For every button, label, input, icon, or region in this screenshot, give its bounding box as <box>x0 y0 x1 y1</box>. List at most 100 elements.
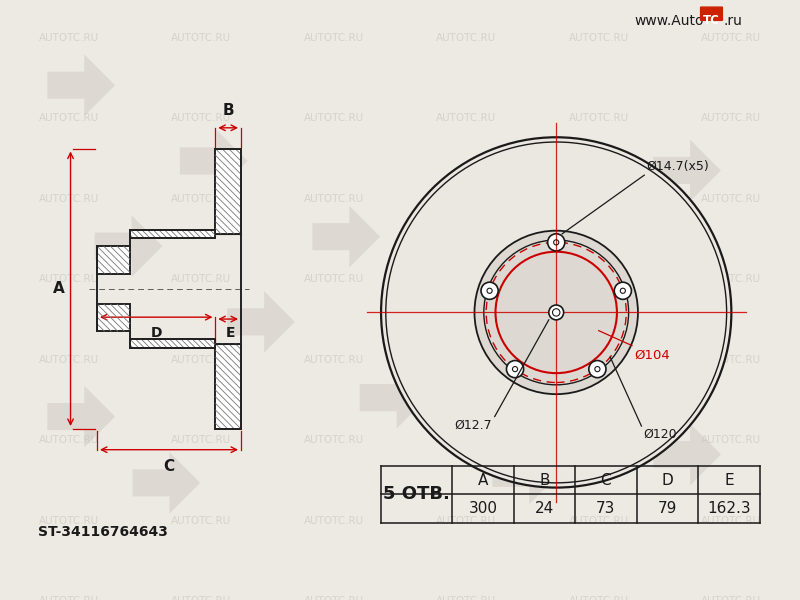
Text: AUTOTC.RU: AUTOTC.RU <box>436 194 496 204</box>
Text: AUTOTC.RU: AUTOTC.RU <box>304 194 364 204</box>
Text: ST-34116764643: ST-34116764643 <box>38 525 168 539</box>
Text: TC: TC <box>703 14 720 27</box>
Text: AUTOTC.RU: AUTOTC.RU <box>436 435 496 445</box>
Polygon shape <box>47 55 115 116</box>
Circle shape <box>474 230 638 394</box>
Text: AUTOTC.RU: AUTOTC.RU <box>38 596 98 600</box>
Text: 300: 300 <box>468 501 498 516</box>
Text: AUTOTC.RU: AUTOTC.RU <box>569 516 629 526</box>
Text: AUTOTC.RU: AUTOTC.RU <box>436 33 496 43</box>
Text: C: C <box>601 473 611 488</box>
Text: AUTOTC.RU: AUTOTC.RU <box>702 435 762 445</box>
Text: AUTOTC.RU: AUTOTC.RU <box>702 274 762 284</box>
Text: AUTOTC.RU: AUTOTC.RU <box>702 596 762 600</box>
Text: AUTOTC.RU: AUTOTC.RU <box>38 194 98 204</box>
Circle shape <box>589 361 606 377</box>
Text: AUTOTC.RU: AUTOTC.RU <box>171 516 231 526</box>
Text: AUTOTC.RU: AUTOTC.RU <box>569 274 629 284</box>
Text: .ru: .ru <box>724 14 742 28</box>
Polygon shape <box>227 291 295 353</box>
Text: Ø120: Ø120 <box>643 428 677 441</box>
Text: Ø104: Ø104 <box>634 349 670 361</box>
Text: AUTOTC.RU: AUTOTC.RU <box>702 355 762 365</box>
Text: AUTOTC.RU: AUTOTC.RU <box>171 194 231 204</box>
Polygon shape <box>654 140 721 201</box>
Text: AUTOTC.RU: AUTOTC.RU <box>304 274 364 284</box>
Text: AUTOTC.RU: AUTOTC.RU <box>171 355 231 365</box>
Text: AUTOTC.RU: AUTOTC.RU <box>38 113 98 124</box>
Text: AUTOTC.RU: AUTOTC.RU <box>304 516 364 526</box>
Text: AUTOTC.RU: AUTOTC.RU <box>569 113 629 124</box>
Text: AUTOTC.RU: AUTOTC.RU <box>304 33 364 43</box>
Text: AUTOTC.RU: AUTOTC.RU <box>436 516 496 526</box>
Text: AUTOTC.RU: AUTOTC.RU <box>171 435 231 445</box>
Text: AUTOTC.RU: AUTOTC.RU <box>569 355 629 365</box>
Text: A: A <box>478 473 488 488</box>
Text: D: D <box>150 326 162 340</box>
Text: AUTOTC.RU: AUTOTC.RU <box>436 113 496 124</box>
Polygon shape <box>180 130 247 192</box>
Circle shape <box>506 361 524 377</box>
Circle shape <box>549 305 564 320</box>
Text: AUTOTC.RU: AUTOTC.RU <box>304 596 364 600</box>
Circle shape <box>481 282 498 299</box>
Bar <box>130 340 215 348</box>
Polygon shape <box>313 206 380 268</box>
Text: AUTOTC.RU: AUTOTC.RU <box>569 596 629 600</box>
FancyBboxPatch shape <box>701 7 722 20</box>
Text: AUTOTC.RU: AUTOTC.RU <box>171 33 231 43</box>
Text: AUTOTC.RU: AUTOTC.RU <box>38 516 98 526</box>
Text: AUTOTC.RU: AUTOTC.RU <box>171 113 231 124</box>
Text: 79: 79 <box>658 501 677 516</box>
Text: B: B <box>222 103 234 118</box>
Text: AUTOTC.RU: AUTOTC.RU <box>702 516 762 526</box>
Text: AUTOTC.RU: AUTOTC.RU <box>436 355 496 365</box>
Polygon shape <box>492 443 560 504</box>
Text: AUTOTC.RU: AUTOTC.RU <box>304 355 364 365</box>
Text: D: D <box>662 473 674 488</box>
Text: AUTOTC.RU: AUTOTC.RU <box>569 33 629 43</box>
Polygon shape <box>445 281 513 343</box>
Text: AUTOTC.RU: AUTOTC.RU <box>569 194 629 204</box>
Text: AUTOTC.RU: AUTOTC.RU <box>38 355 98 365</box>
Text: A: A <box>54 281 65 296</box>
Text: 73: 73 <box>596 501 616 516</box>
Text: www.Auto: www.Auto <box>634 14 704 28</box>
Polygon shape <box>133 452 200 514</box>
Text: AUTOTC.RU: AUTOTC.RU <box>702 33 762 43</box>
Polygon shape <box>47 386 115 448</box>
Text: AUTOTC.RU: AUTOTC.RU <box>304 435 364 445</box>
Bar <box>97 246 130 274</box>
Bar <box>130 230 215 238</box>
Circle shape <box>381 137 731 488</box>
Text: AUTOTC.RU: AUTOTC.RU <box>171 596 231 600</box>
Text: AUTOTC.RU: AUTOTC.RU <box>702 194 762 204</box>
Polygon shape <box>360 367 427 428</box>
Text: 5 ОТВ.: 5 ОТВ. <box>383 485 450 503</box>
Text: AUTOTC.RU: AUTOTC.RU <box>304 113 364 124</box>
Text: Ø14.7(x5): Ø14.7(x5) <box>646 160 709 173</box>
Text: AUTOTC.RU: AUTOTC.RU <box>436 274 496 284</box>
Text: AUTOTC.RU: AUTOTC.RU <box>38 33 98 43</box>
Text: E: E <box>226 326 235 340</box>
Text: AUTOTC.RU: AUTOTC.RU <box>38 435 98 445</box>
Circle shape <box>548 234 565 251</box>
Bar <box>215 344 241 429</box>
Text: AUTOTC.RU: AUTOTC.RU <box>702 113 762 124</box>
Text: E: E <box>724 473 734 488</box>
Polygon shape <box>578 358 646 419</box>
Text: B: B <box>539 473 550 488</box>
Text: 24: 24 <box>534 501 554 516</box>
Text: AUTOTC.RU: AUTOTC.RU <box>436 596 496 600</box>
Text: AUTOTC.RU: AUTOTC.RU <box>171 274 231 284</box>
Text: AUTOTC.RU: AUTOTC.RU <box>569 435 629 445</box>
Text: C: C <box>163 459 174 474</box>
Bar <box>215 149 241 234</box>
Polygon shape <box>654 424 721 485</box>
Text: 162.3: 162.3 <box>707 501 751 516</box>
Polygon shape <box>94 215 162 277</box>
Text: Ø12.7: Ø12.7 <box>454 418 492 431</box>
Text: AUTOTC.RU: AUTOTC.RU <box>38 274 98 284</box>
Bar <box>97 304 130 331</box>
Circle shape <box>614 282 631 299</box>
